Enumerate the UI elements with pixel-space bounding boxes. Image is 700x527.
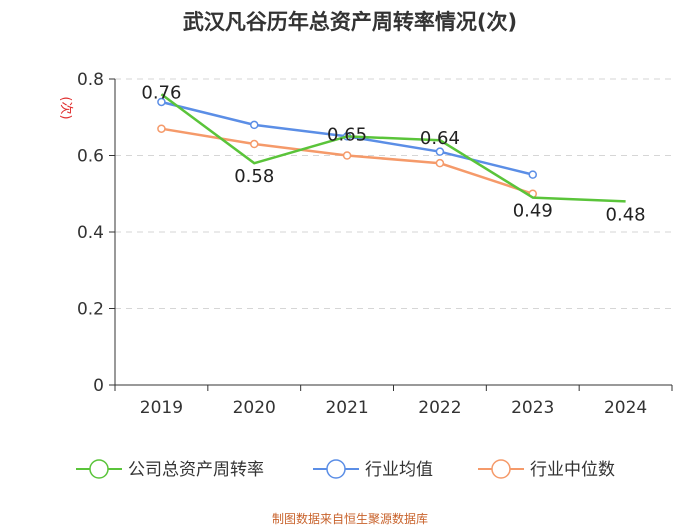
y-tick-label: 0 [93, 376, 104, 396]
series-point-1 [435, 147, 445, 156]
data-label: 0.65 [327, 124, 367, 145]
data-label: 0.64 [420, 128, 460, 149]
legend-label-2: 行业中位数 [530, 460, 615, 480]
y-tick-label: 0.6 [77, 147, 104, 167]
x-tick-label: 2022 [418, 398, 461, 418]
x-tick-label: 2023 [511, 398, 554, 418]
series-point-2 [250, 139, 259, 149]
legend-label-1: 行业均值 [365, 460, 433, 480]
y-tick-label: 0.4 [77, 223, 104, 243]
legend-marker-1 [326, 459, 346, 479]
x-tick-label: 2019 [140, 398, 183, 418]
data-label: 0.76 [141, 82, 181, 103]
source-note: 制图数据来自恒生聚源数据库 [271, 512, 428, 526]
series-point-2 [157, 124, 166, 133]
legend-marker-2 [491, 459, 511, 479]
x-tick-label: 2024 [604, 398, 647, 418]
series-point-2 [435, 158, 445, 168]
x-tick-label: 2021 [325, 398, 368, 418]
x-tick-label: 2020 [233, 398, 276, 418]
data-label: 0.58 [234, 166, 274, 187]
y-tick-label: 0.2 [77, 300, 104, 320]
series-point-1 [157, 97, 166, 107]
series-point-1 [528, 170, 537, 179]
series-point-2 [342, 151, 352, 160]
data-label: 0.49 [513, 201, 553, 222]
chart-title: 武汉凡谷历年总资产周转率情况(次) [182, 10, 518, 34]
data-label: 0.48 [606, 204, 646, 225]
series-line-0 [160, 93, 626, 203]
series-point-1 [250, 120, 259, 130]
y-axis-label: (次) [58, 96, 74, 119]
y-tick-label: 0.8 [77, 70, 104, 90]
legend-marker-0 [89, 459, 109, 479]
legend-label-0: 公司总资产周转率 [128, 460, 264, 480]
